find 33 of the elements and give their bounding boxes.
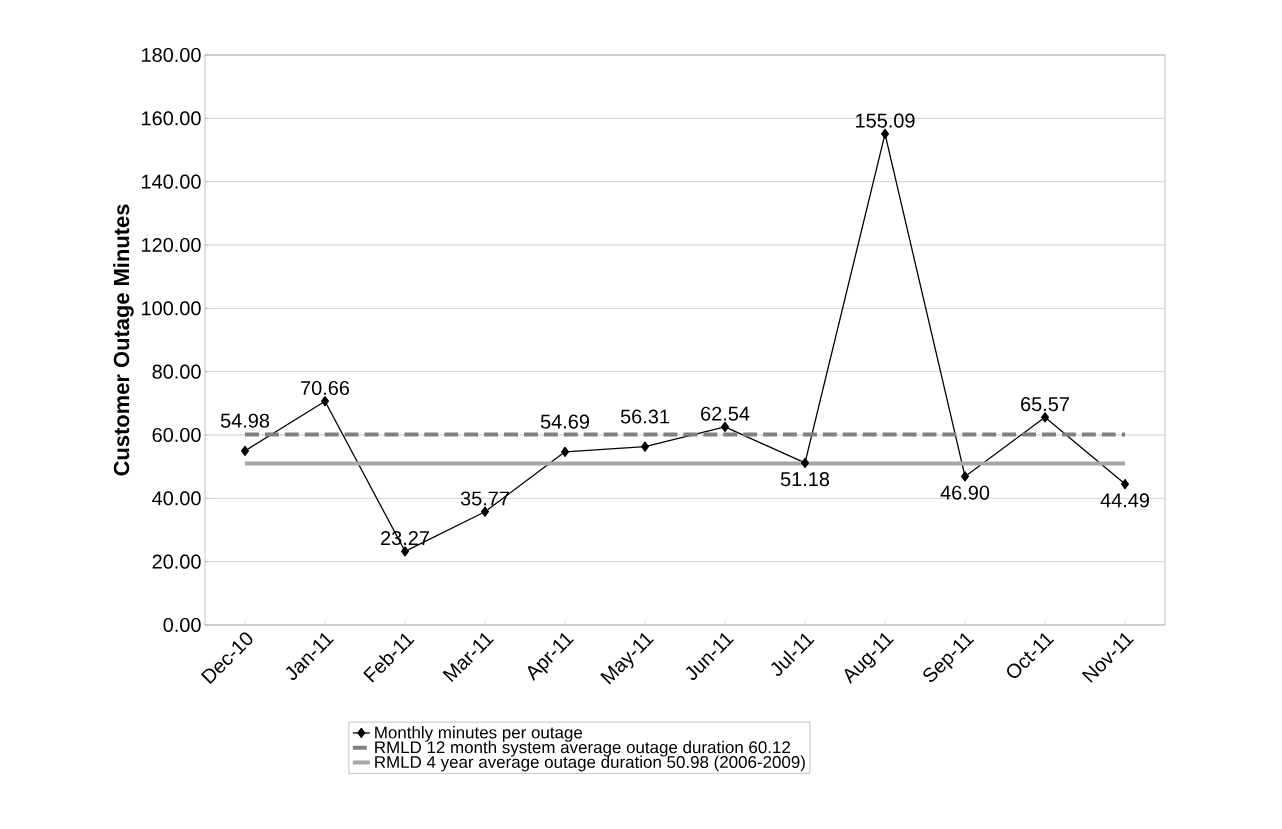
point xyxy=(401,546,410,557)
data-label: 56.31 xyxy=(620,409,669,424)
data-label: 44.49 xyxy=(1100,493,1149,508)
y-tick-label: 0.00 xyxy=(163,617,201,633)
data-label: 70.66 xyxy=(301,380,350,396)
point xyxy=(1041,412,1050,423)
data-label: 46.90 xyxy=(940,485,990,500)
y-tick-label: 40.00 xyxy=(152,491,201,506)
point xyxy=(321,396,330,407)
data-label: 62.54 xyxy=(701,406,750,421)
y-tick-label: 80.00 xyxy=(152,364,201,379)
data-label: 155.09 xyxy=(856,113,915,128)
point xyxy=(801,457,810,469)
point xyxy=(481,506,490,517)
point xyxy=(1121,478,1130,490)
data-label: 54.98 xyxy=(220,413,270,428)
point xyxy=(881,128,890,139)
y-tick-label: 120.00 xyxy=(142,237,201,253)
y-tick-label: 180.00 xyxy=(142,47,201,63)
point xyxy=(721,421,730,433)
point xyxy=(561,446,570,457)
data-label: 51.18 xyxy=(780,472,830,487)
y-axis-title: Customer Outage Minutes xyxy=(113,204,134,476)
y-tick-label: 60.00 xyxy=(152,427,201,443)
data-label: 54.69 xyxy=(540,414,589,429)
point xyxy=(241,445,250,457)
y-tick-label: 160.00 xyxy=(142,111,201,126)
data-label: 65.57 xyxy=(1021,397,1069,412)
point xyxy=(961,471,970,482)
y-tick-label: 20.00 xyxy=(152,554,201,569)
point xyxy=(641,441,650,452)
y-tick-label: 100.00 xyxy=(142,301,201,316)
y-tick-label: 140.00 xyxy=(142,174,201,189)
